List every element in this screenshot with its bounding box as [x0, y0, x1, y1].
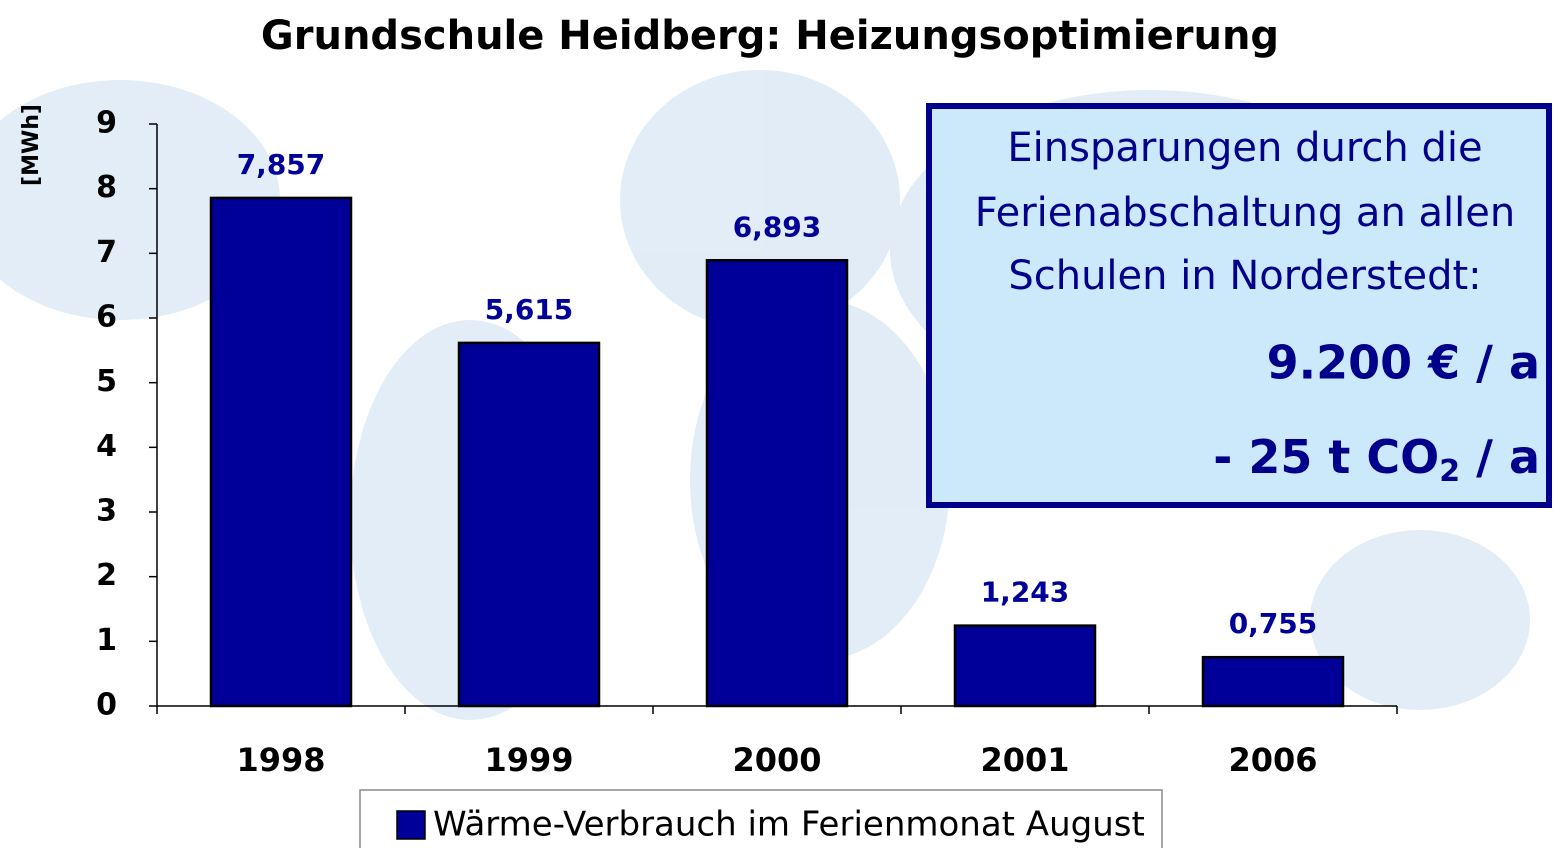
co2-text: / a: [1460, 430, 1540, 484]
x-tick-label: 1999: [484, 741, 573, 779]
annotation-line: Schulen in Norderstedt:: [1008, 253, 1481, 299]
y-tick-label: 8: [96, 170, 117, 205]
annotation-co2: - 25 t CO2 / a: [1213, 430, 1540, 489]
annotation-line: Ferienabschaltung an allen: [975, 190, 1515, 236]
bar: [457, 341, 601, 708]
y-tick-label: 5: [96, 364, 117, 399]
chart-title: Grundschule Heidberg: Heizungsoptimierun…: [261, 13, 1279, 59]
x-tick-label: 2006: [1228, 741, 1317, 779]
legend-swatch: [396, 810, 426, 840]
data-label: 6,893: [733, 210, 822, 243]
annotation-line: Einsparungen durch die: [1007, 125, 1482, 171]
legend-label: Wärme-Verbrauch im Ferienmonat August: [433, 805, 1145, 845]
legend: [359, 789, 1163, 848]
y-tick-label: 0: [96, 688, 117, 723]
bar: [1201, 655, 1345, 708]
annotation-savings: 9.200 € / a: [1267, 336, 1540, 390]
annotation-box: Einsparungen durch die Ferienabschaltung…: [926, 103, 1552, 508]
bar: [705, 259, 849, 708]
x-tick-label: 1998: [236, 741, 325, 779]
y-tick-label: 7: [96, 235, 117, 270]
data-label: 0,755: [1229, 607, 1318, 640]
y-tick-label: 2: [96, 558, 117, 593]
data-label: 1,243: [981, 576, 1070, 609]
data-label: 7,857: [237, 148, 326, 181]
bar: [209, 196, 353, 708]
y-tick-label: 9: [96, 106, 117, 141]
annotation-frame: [926, 103, 1552, 508]
data-label: 5,615: [485, 293, 574, 326]
x-tick-label: 2000: [732, 741, 821, 779]
x-tick-label: 2001: [980, 741, 1069, 779]
y-tick-label: 6: [96, 300, 117, 335]
y-axis-label: [MWh]: [19, 104, 44, 186]
y-tick-label: 3: [96, 494, 117, 529]
co2-subscript: 2: [1439, 454, 1460, 489]
bar: [953, 624, 1097, 708]
y-tick-label: 1: [96, 623, 117, 658]
co2-text: - 25 t CO: [1213, 430, 1439, 484]
y-tick-label: 4: [96, 429, 117, 464]
